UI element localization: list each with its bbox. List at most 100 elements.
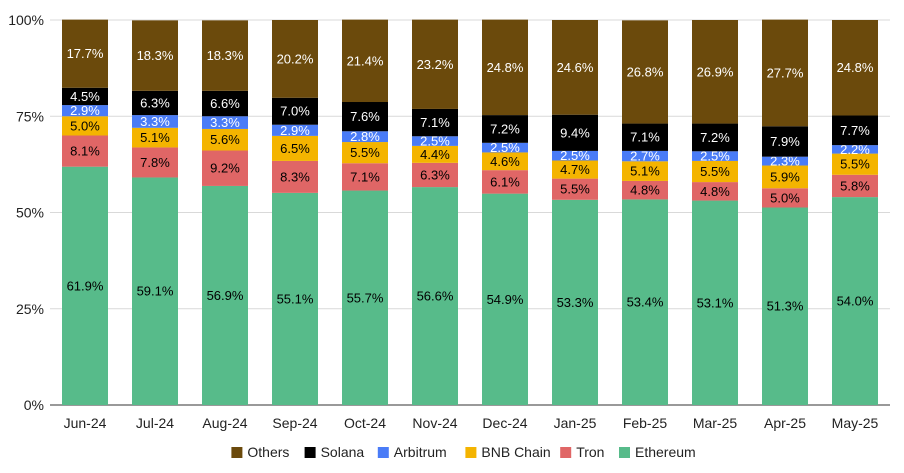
y-tick-label: 0% [24, 397, 44, 413]
legend-item: Ethereum [619, 444, 696, 460]
data-label: 3.3% [140, 114, 170, 129]
bar-segment-arbitrum [622, 150, 668, 162]
legend-swatch [619, 447, 630, 458]
data-label: 59.1% [137, 284, 174, 299]
bar-segment-solana [762, 126, 808, 157]
bar-segment-solana [552, 114, 598, 151]
data-label: 18.3% [207, 48, 244, 63]
bar-segment-tron [412, 162, 458, 188]
bar-segment-tron [482, 170, 528, 194]
bar-segment-arbitrum [412, 136, 458, 146]
bar-segment-solana [62, 87, 108, 106]
data-label: 54.0% [837, 294, 874, 309]
bar-segment-bnb-chain [552, 160, 598, 179]
data-label: 7.1% [420, 115, 450, 130]
bar-segment-ethereum [762, 207, 808, 405]
data-label: 7.1% [350, 169, 380, 184]
x-tick-label: May-25 [832, 415, 879, 431]
data-label: 5.0% [70, 118, 100, 133]
bar-segment-others [62, 19, 108, 88]
data-label: 3.3% [210, 115, 240, 130]
bar-segment-tron [342, 163, 388, 191]
bar-segment-ethereum [132, 177, 178, 405]
bar-segment-solana [692, 123, 738, 152]
data-label: 55.7% [347, 290, 384, 305]
legend-item: Solana [304, 444, 365, 460]
data-label: 6.1% [490, 174, 520, 189]
data-label: 7.2% [490, 121, 520, 136]
bar-segment-tron [832, 174, 878, 198]
data-label: 56.9% [207, 288, 244, 303]
bars: 61.9%8.1%5.0%2.9%4.5%17.7%Jun-2459.1%7.8… [62, 19, 879, 431]
bar-segment-arbitrum [342, 131, 388, 143]
x-tick-label: Mar-25 [693, 415, 738, 431]
bar-segment-others [412, 19, 458, 109]
bar-segment-ethereum [692, 200, 738, 405]
data-label: 2.3% [770, 154, 800, 169]
data-label: 6.6% [210, 96, 240, 111]
legend-label: Solana [321, 444, 365, 460]
data-label: 5.5% [350, 145, 380, 160]
bar-segment-solana [342, 102, 388, 132]
x-tick-label: Apr-25 [764, 415, 806, 431]
bar-segment-arbitrum [762, 156, 808, 166]
data-label: 53.1% [697, 295, 734, 310]
x-tick-label: Dec-24 [482, 415, 527, 431]
data-label: 7.2% [700, 130, 730, 145]
x-tick-label: Jul-24 [136, 415, 174, 431]
data-label: 17.7% [67, 46, 104, 61]
bar-segment-tron [692, 182, 738, 201]
data-label: 5.6% [210, 132, 240, 147]
bar-segment-bnb-chain [202, 128, 248, 151]
data-label: 56.6% [417, 289, 454, 304]
bar-segment-ethereum [832, 197, 878, 405]
bar-segment-tron [62, 135, 108, 167]
bar-segment-tron [272, 160, 318, 193]
bar-segment-bnb-chain [692, 160, 738, 183]
data-label: 18.3% [137, 48, 174, 63]
bar-segment-ethereum [62, 166, 108, 405]
data-label: 61.9% [67, 278, 104, 293]
legend-swatch [377, 447, 389, 458]
data-label: 2.5% [420, 134, 450, 149]
legend-item: Others [231, 444, 289, 460]
x-tick-label: Aug-24 [202, 415, 247, 431]
bar-segment-tron [202, 150, 248, 186]
data-label: 2.9% [70, 103, 100, 118]
data-label: 5.8% [840, 178, 870, 193]
bar-segment-solana [622, 123, 668, 151]
data-label: 5.5% [700, 164, 730, 179]
bar-segment-others [692, 20, 738, 124]
data-label: 5.9% [770, 169, 800, 184]
bar-segment-others [552, 20, 598, 115]
bar-segment-others [132, 20, 178, 91]
bar-segment-bnb-chain [832, 153, 878, 175]
x-tick-label: Jan-25 [554, 415, 597, 431]
legend-swatch [304, 447, 316, 458]
data-label: 2.5% [700, 149, 730, 164]
data-label: 8.3% [280, 169, 310, 184]
data-label: 2.5% [490, 140, 520, 155]
data-label: 4.6% [490, 154, 520, 169]
data-label: 5.1% [630, 164, 660, 179]
data-label: 8.1% [70, 144, 100, 159]
bar-segment-tron [762, 188, 808, 208]
data-label: 24.6% [557, 60, 594, 75]
bar-segment-ethereum [412, 187, 458, 405]
legend-item: BNB Chain [465, 444, 551, 460]
data-label: 4.5% [70, 89, 100, 104]
legend-swatch [560, 447, 572, 458]
data-label: 53.4% [627, 295, 664, 310]
bar-segment-tron [132, 147, 178, 178]
bar-segment-ethereum [552, 199, 598, 405]
data-label: 7.1% [630, 130, 660, 145]
bar-segment-arbitrum [692, 151, 738, 161]
data-label: 51.3% [767, 299, 804, 314]
x-tick-label: Nov-24 [412, 415, 457, 431]
legend-label: Arbitrum [394, 444, 447, 460]
bar-segment-bnb-chain [412, 145, 458, 163]
data-label: 2.9% [280, 123, 310, 138]
legend-label: Ethereum [635, 444, 696, 460]
